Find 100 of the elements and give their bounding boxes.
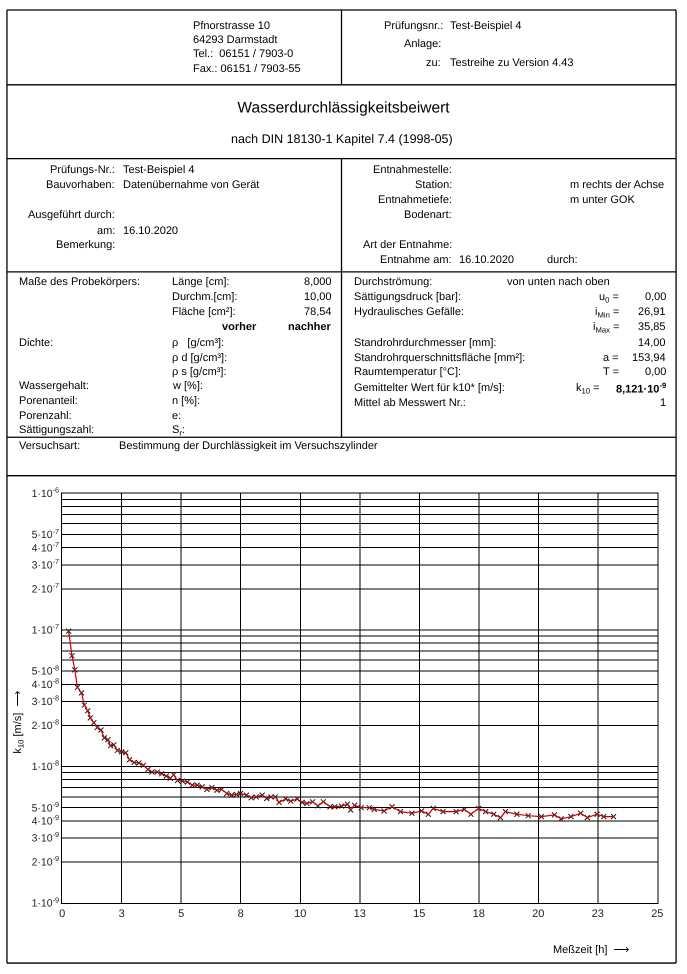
text: am: [97, 225, 116, 237]
x-tick-label: 25 [651, 908, 664, 920]
text: Bodenart: [404, 209, 452, 221]
text: 8,121·10$^{-9}$ [616, 381, 666, 396]
x-tick-label: 20 [532, 908, 544, 920]
text: Länge [cm]: [172, 276, 230, 288]
text: Tel.: 06151 / 7903-0 [193, 48, 294, 60]
text: 35,85 [638, 321, 666, 333]
text: Wassergehalt: [19, 380, 89, 392]
text: Testreihe zu Version 4.43 [450, 57, 574, 69]
y-tick-label: 2·10$^{-7}$ [32, 581, 60, 596]
y-tick-label: 2·10$^{-9}$ [32, 854, 60, 869]
text: Raumtemperatur [°C]: [354, 366, 462, 378]
y-tick-label: 4·10$^{-8}$ [32, 676, 60, 691]
text: Dichte: [19, 337, 54, 349]
x-tick-label: 8 [238, 908, 244, 920]
text: Anlage: [404, 38, 442, 50]
x-tick-label: 23 [592, 908, 604, 920]
text: vorher [222, 321, 257, 333]
y-tick-label: 5·10$^{-7}$ [32, 526, 60, 542]
chart-title: Wasserdurchlässigkeitsbeiwert [237, 99, 450, 116]
text: Bestimmung der Durchlässigkeit im Versuchszylinder [119, 440, 378, 452]
text: ρ s [g/cm³]: [172, 366, 227, 378]
text: Entnahme am: [380, 254, 452, 266]
text: 8,000 [304, 276, 332, 288]
y-tick-label: 5·10$^{-9}$ [32, 800, 60, 814]
text: Prüfungs-Nr.: [50, 164, 115, 176]
text: Gemittelter Wert für k10* [m/s]: [354, 382, 505, 394]
y-tick-label: 4·10$^{-7}$ [32, 540, 60, 554]
x-axis-title: Meßzeit [h] ⟶ [553, 944, 630, 956]
text: k$_{10}$ = [576, 382, 600, 396]
text: ρ [g/cm³]: [172, 337, 224, 349]
text: 1 [660, 397, 666, 409]
text: Pfnorstrasse 10 [193, 20, 270, 32]
text: 16.10.2020 [459, 254, 514, 266]
text: von unten nach oben [507, 276, 610, 288]
text: m rechts der Achse [570, 179, 664, 191]
y-tick-label: 2·10$^{-8}$ [32, 718, 60, 732]
x-tick-label: 18 [472, 908, 485, 920]
x-tick-label: 15 [413, 908, 426, 920]
text: nachher [288, 321, 332, 333]
text: 153,94 [632, 352, 666, 364]
text: n [%]: [172, 395, 200, 407]
text: Entnahmestelle: [373, 164, 452, 176]
x-tick-label: 3 [118, 908, 125, 920]
text: Ausgeführt durch: [28, 209, 115, 221]
text: Standrohrdurchmesser [mm]: [354, 337, 496, 349]
y-tick-label: 1·10$^{-6}$ [32, 486, 60, 500]
y-tick-label: 3·10$^{-7}$ [32, 557, 60, 572]
x-tick-label: 0 [59, 908, 66, 920]
text: Versuchsart: [19, 440, 80, 452]
text: 14,00 [638, 337, 666, 349]
text: w [%]: [172, 380, 203, 392]
text: 16.10.2020 [123, 225, 178, 237]
text: 0,00 [645, 366, 666, 378]
text: Porenanteil: [19, 395, 78, 407]
text: Sättigungszahl: [19, 424, 94, 436]
text: 10,00 [304, 291, 332, 303]
text: Prüfungsnr.: [384, 20, 444, 32]
y-tick-label: 4·10$^{-9}$ [32, 813, 60, 828]
text: e: [172, 410, 182, 422]
text: 26,91 [638, 306, 666, 318]
text: Hydraulisches Gefälle: [354, 306, 464, 318]
text: Bauvorhaben: [46, 179, 114, 191]
text: 0,00 [645, 291, 666, 303]
text: Standrohrquerschnittsfläche [mm²]: [354, 352, 526, 364]
text: a = [603, 352, 619, 364]
text: Sättigungsdruck [bar]: [354, 291, 462, 303]
y-tick-label: 1·10$^{-8}$ [32, 758, 60, 774]
y-tick-label: 1·10$^{-7}$ [32, 622, 60, 637]
text: 78,54 [304, 306, 332, 318]
text: Maße des Probekörpers: [19, 276, 140, 288]
y-tick-label: 3·10$^{-9}$ [32, 830, 60, 845]
text: Porenzahl: [19, 410, 72, 422]
x-tick-label: 10 [294, 908, 306, 920]
text: Art der Entnahme: [363, 239, 452, 251]
text: durch: [547, 254, 578, 266]
text: i$_{Min}$ = [595, 306, 620, 320]
text: Datenübernahme von Gerät [123, 179, 260, 191]
text: ρ d [g/cm³]: [172, 352, 228, 364]
text: Durchströmung: [354, 276, 432, 288]
chart-subtitle: nach DIN 18130-1 Kapitel 7.4 (1998-05) [231, 132, 453, 146]
x-tick-label: 5 [178, 908, 184, 920]
y-tick-label: 3·10$^{-8}$ [32, 694, 60, 708]
text: zu: [426, 57, 441, 69]
text: u$_{0}$ = [599, 291, 619, 304]
text: Station: [415, 179, 452, 191]
text: Test-Beispiel 4 [123, 164, 195, 176]
x-tick-label: 13 [354, 908, 366, 920]
text: Durchm.[cm]: [172, 291, 238, 303]
text: T = [603, 366, 620, 378]
text: Entnahmetiefe: [378, 194, 452, 206]
text: i$_{Max}$ = [593, 321, 620, 334]
y-tick-label: 1·10$^{-9}$ [32, 895, 60, 910]
text: Mittel ab Messwert Nr.: [354, 397, 466, 409]
text: Bemerkung: [56, 239, 116, 251]
text: m unter GOK [570, 194, 636, 206]
text: Fax.: 06151 / 7903-55 [193, 63, 301, 75]
text: 64293 Darmstadt [193, 34, 278, 46]
text: Test-Beispiel 4 [450, 20, 522, 32]
